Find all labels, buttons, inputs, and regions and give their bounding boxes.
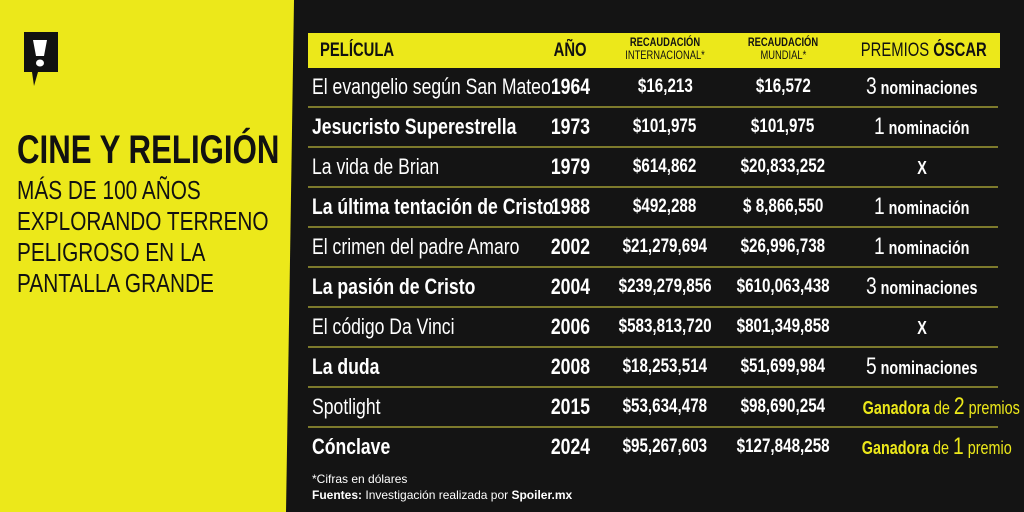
world-gross: $801,349,858 xyxy=(736,316,830,337)
world-gross: $16,572 xyxy=(755,76,811,97)
header-world: RECAUDACIÓN MUNDIAL* xyxy=(747,35,819,62)
table-row: El código Da Vinci 2006 $583,813,720 $80… xyxy=(308,308,998,348)
winner-label: Ganadora xyxy=(862,398,930,418)
award-count: 5 xyxy=(866,353,877,380)
world-gross: $ 8,866,550 xyxy=(742,196,824,217)
film-title: El crimen del padre Amaro xyxy=(312,234,520,259)
award-count: 1 xyxy=(874,113,885,140)
film-year: 2004 xyxy=(550,274,590,299)
film-year: 2024 xyxy=(550,434,590,459)
world-gross: $101,975 xyxy=(751,116,815,137)
oscar-awards: 1 nominación xyxy=(843,188,1001,226)
film-title: La duda xyxy=(312,354,380,379)
film-title: La vida de Brian xyxy=(312,154,440,179)
intl-gross: $18,253,514 xyxy=(622,356,708,377)
film-year: 1979 xyxy=(550,154,590,179)
film-year: 1973 xyxy=(550,114,590,139)
world-gross: $127,848,258 xyxy=(736,436,830,457)
sources: Fuentes: Investigación realizada por Spo… xyxy=(312,488,573,502)
world-gross: $98,690,254 xyxy=(740,396,826,417)
award-count: 2 xyxy=(953,393,965,420)
oscar-awards: Ganadora de 1 premio xyxy=(843,428,1012,466)
intl-gross: $614,862 xyxy=(633,156,697,177)
film-year: 2015 xyxy=(550,394,590,419)
table-row: El evangelio según San Mateo 1964 $16,21… xyxy=(308,68,998,108)
film-year: 2002 xyxy=(550,234,590,259)
winner-label: Ganadora xyxy=(861,438,929,458)
film-title: Spotlight xyxy=(312,394,381,419)
world-gross: $26,996,738 xyxy=(740,236,826,257)
award-count: 1 xyxy=(953,433,964,460)
de-label: de xyxy=(933,398,950,418)
film-title: El evangelio según San Mateo xyxy=(312,74,551,99)
table-row: La última tentación de Cristo 1988 $492,… xyxy=(308,188,998,228)
oscar-awards: X xyxy=(843,308,1001,346)
award-text: nominación xyxy=(888,238,970,258)
award-count: 1 xyxy=(874,233,885,260)
world-gross: $51,699,984 xyxy=(740,356,826,377)
award-count: 3 xyxy=(866,73,877,100)
table-row: Cónclave 2024 $95,267,603 $127,848,258 G… xyxy=(308,428,1012,468)
intl-gross: $16,213 xyxy=(637,76,693,97)
oscar-awards: Ganadora de 2 premios xyxy=(843,388,1020,426)
table-row: La pasión de Cristo 2004 $239,279,856 $6… xyxy=(308,268,998,308)
award-text: premios xyxy=(968,398,1020,418)
award-text: nominación xyxy=(888,198,970,218)
film-year: 2008 xyxy=(550,354,590,379)
table-row: Spotlight 2015 $53,634,478 $98,690,254 G… xyxy=(308,388,1020,428)
page-subtitle: MÁS DE 100 AÑOS EXPLORANDO TERRENO PELIG… xyxy=(17,175,269,298)
oscar-awards: 1 nominación xyxy=(843,108,1001,146)
header-intl: RECAUDACIÓN INTERNACIONAL* xyxy=(625,35,705,62)
film-title: El código Da Vinci xyxy=(312,314,455,339)
page-title: CINE Y RELIGIÓN xyxy=(17,128,280,172)
film-title: Jesucristo Superestrella xyxy=(312,114,517,139)
award-count: 1 xyxy=(874,193,885,220)
intl-gross: $239,279,856 xyxy=(618,276,712,297)
award-text: nominaciones xyxy=(880,358,978,378)
table-row: Jesucristo Superestrella 1973 $101,975 $… xyxy=(308,108,998,148)
title-panel: CINE Y RELIGIÓN MÁS DE 100 AÑOS EXPLORAN… xyxy=(0,0,294,512)
world-gross: $20,833,252 xyxy=(740,156,826,177)
oscar-awards: X xyxy=(843,148,1001,186)
header-awards: PREMIOS ÓSCAR xyxy=(860,40,987,61)
world-gross: $610,063,438 xyxy=(736,276,830,297)
intl-gross: $95,267,603 xyxy=(622,436,708,457)
award-count: 3 xyxy=(866,273,877,300)
intl-gross: $53,634,478 xyxy=(622,396,708,417)
film-title: Cónclave xyxy=(312,434,391,459)
intl-gross: $492,288 xyxy=(633,196,697,217)
oscar-awards: 3 nominaciones xyxy=(843,68,1001,106)
exclamation-logo-icon xyxy=(24,32,58,86)
intl-gross: $21,279,694 xyxy=(622,236,708,257)
award-text: X xyxy=(917,318,927,338)
film-title: La última tentación de Cristo xyxy=(312,194,554,219)
film-year: 1964 xyxy=(550,74,590,99)
award-text: nominaciones xyxy=(880,78,978,98)
oscar-awards: 5 nominaciones xyxy=(843,348,1001,386)
award-text: premio xyxy=(967,438,1012,458)
oscar-awards: 3 nominaciones xyxy=(843,268,1001,306)
intl-gross: $583,813,720 xyxy=(618,316,712,337)
table-row: La duda 2008 $18,253,514 $51,699,984 5 n… xyxy=(308,348,998,388)
award-text: X xyxy=(917,158,927,178)
film-title: La pasión de Cristo xyxy=(312,274,476,299)
film-year: 1988 xyxy=(550,194,590,219)
oscar-awards: 1 nominación xyxy=(843,228,1001,266)
intl-gross: $101,975 xyxy=(633,116,697,137)
footnote: *Cifras en dólares xyxy=(312,472,408,486)
header-year: AÑO xyxy=(553,40,587,61)
table-row: La vida de Brian 1979 $614,862 $20,833,2… xyxy=(308,148,998,188)
film-year: 2006 xyxy=(550,314,590,339)
award-text: nominaciones xyxy=(880,278,978,298)
footer: *Cifras en dólares Fuentes: Investigació… xyxy=(312,471,572,503)
table-row: El crimen del padre Amaro 2002 $21,279,6… xyxy=(308,228,998,268)
award-text: nominación xyxy=(888,118,970,138)
de-label: de xyxy=(932,438,950,458)
table-header: PELÍCULA AÑO RECAUDACIÓN INTERNACIONAL* R… xyxy=(308,33,1000,68)
header-film: PELÍCULA xyxy=(320,40,395,61)
